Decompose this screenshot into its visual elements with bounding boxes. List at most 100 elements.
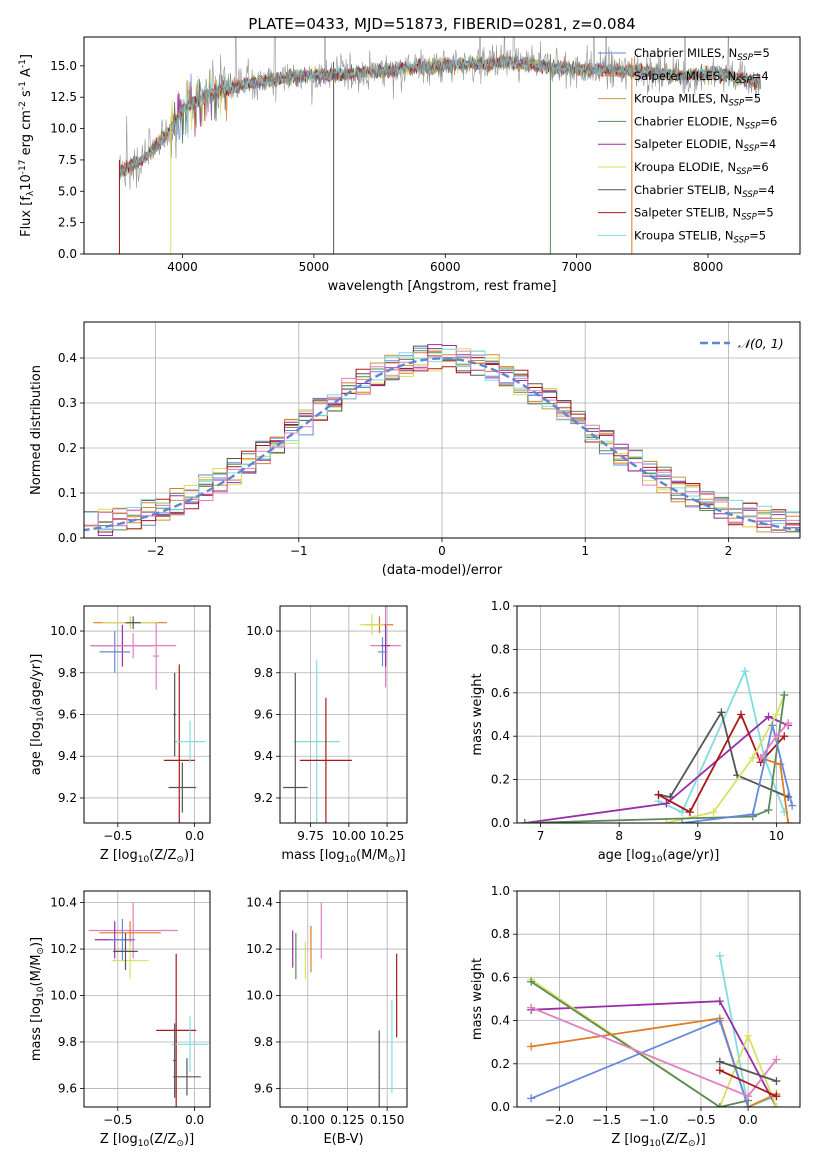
- y-tick-label: 0.0: [58, 531, 77, 545]
- x-tick-label: −1: [290, 544, 308, 558]
- mass-weight-marker: [776, 760, 785, 769]
- mass-weight-marker: [709, 808, 718, 817]
- plot-area: [84, 344, 800, 537]
- y-tick-label: 10.4: [50, 896, 77, 910]
- mass-weight-marker: [715, 1016, 724, 1025]
- mass-weight-marker: [715, 1066, 724, 1075]
- y-tick-label: 9.2: [58, 791, 77, 805]
- legend-sub: SSP: [744, 144, 760, 154]
- label-script: 10: [36, 986, 46, 998]
- y-tick-label: 7.5: [58, 153, 77, 167]
- label-text: (age/yr)]: [662, 848, 719, 863]
- label-text: (Z/Z: [149, 1132, 176, 1147]
- x-tick-label: 0.150: [370, 1113, 404, 1127]
- x-axis-label: Z [log10​(Z/Z⊙​)]: [100, 1132, 194, 1149]
- label-text: Z [log: [611, 1132, 649, 1147]
- mass-weight-line: [658, 668, 786, 814]
- y-tick-label: 10.2: [246, 942, 273, 956]
- mass-weight-marker: [662, 799, 671, 808]
- legend-suffix: =5: [753, 46, 770, 60]
- legend-text: Kroupa MILES, N: [634, 92, 729, 106]
- mass-weight-marker: [772, 710, 781, 719]
- label-text: (M/M: [29, 955, 44, 987]
- x-tick-label: 10.25: [370, 829, 404, 843]
- y-tick-label: 0.2: [58, 441, 77, 455]
- y-tick-label: 9.8: [58, 1035, 77, 1049]
- label-text: erg cm: [19, 110, 34, 159]
- label-text: (data-model)/error: [382, 563, 503, 578]
- x-tick-label: −1.5: [592, 1113, 621, 1127]
- label-script: 10: [345, 855, 357, 865]
- label-text: (Z/Z: [149, 848, 176, 863]
- x-tick-label: −2.0: [545, 1113, 574, 1127]
- mass-weight-marker: [678, 808, 687, 817]
- y-tick-label: 0.4: [58, 351, 77, 365]
- mass-weight-marker: [780, 690, 789, 699]
- legend-text: Chabrier STELIB, N: [634, 183, 742, 197]
- axes-frame: [516, 605, 801, 824]
- legend-text: Salpeter STELIB, N: [634, 206, 741, 220]
- age-vs-metallicity-panel: −0.5 0.0 9.2 9.4 9.6 9.8 10.0 Z [log10​(Z/Z⊙​)]…: [29, 605, 211, 865]
- label-script: λ: [26, 190, 36, 196]
- plot-area: [292, 902, 398, 1107]
- mass-weight-marker: [717, 708, 726, 717]
- label-text: wavelength [Angstrom, rest frame]: [328, 279, 557, 294]
- legend-sub: SSP: [729, 99, 745, 109]
- label-script: ⊙: [176, 1139, 184, 1149]
- mass-weight-marker: [744, 1092, 753, 1101]
- y-tick-label: 12.5: [50, 90, 77, 104]
- axes-frame: [83, 890, 211, 1108]
- y-tick-label: 0.1: [58, 486, 77, 500]
- plot-area: [118, 37, 761, 254]
- label-text: s: [19, 90, 34, 101]
- label-text: mass weight: [470, 958, 485, 1040]
- mass-weight-marker: [527, 1042, 536, 1051]
- normal-curve: [84, 357, 800, 532]
- x-tick-label: −0.5: [686, 1113, 715, 1127]
- label-script: 10: [36, 710, 46, 722]
- y-tick-label: 10.0: [50, 122, 77, 136]
- legend-label: Salpeter STELIB, NSSP=5: [634, 206, 774, 223]
- legend-sub: SSP: [736, 167, 752, 177]
- legend-label: Salpeter MILES, NSSP=4: [634, 69, 769, 86]
- mass-weight-marker: [715, 951, 724, 960]
- y-tick-label: 0.0: [491, 1100, 510, 1114]
- plot-area: [283, 606, 401, 823]
- observed-spectrum-line: [119, 37, 761, 190]
- y-tick-label: 10.0: [50, 989, 77, 1003]
- plot-area: [88, 902, 209, 1107]
- label-text: )]: [184, 1132, 194, 1147]
- age-vs-mass-panel: 9.75 10.00 10.25 9.2 9.4 9.6 9.8 10.0 mass [log1…: [246, 605, 408, 865]
- chart-title: PLATE=0433, MJD=51873, FIBERID=0281, z=0…: [248, 15, 635, 33]
- y-tick-label: 0.0: [491, 816, 510, 830]
- y-axis-label: mass weight: [470, 673, 485, 755]
- y-tick-label: 10.0: [246, 624, 273, 638]
- label-script: ⊙: [688, 1139, 696, 1149]
- label-text: )]: [29, 937, 44, 947]
- legend-text: Salpeter MILES, N: [634, 69, 736, 83]
- mass-weight-marker: [748, 753, 757, 762]
- histogram-step: [84, 357, 800, 533]
- label-text: (M/M: [356, 848, 388, 863]
- x-tick-label: 10: [769, 829, 784, 843]
- label-text: )]: [696, 1132, 706, 1147]
- y-tick-label: 9.6: [58, 708, 77, 722]
- y-tick-label: 1.0: [491, 599, 510, 613]
- legend-sub: SSP: [734, 235, 750, 245]
- massweight-vs-age-panel: 7 8 9 10 0.0 0.2 0.4 0.6 0.8 1.0 age [log10​(age/y…: [470, 599, 801, 865]
- mass-weight-marker: [654, 790, 663, 799]
- x-axis-label: Z [log10​(Z/Z⊙​)]: [100, 848, 194, 865]
- x-tick-label: 6000: [430, 260, 461, 274]
- x-tick-label: 7000: [561, 260, 592, 274]
- y-tick-label: 10.4: [246, 896, 273, 910]
- y-tick-label: 10.2: [50, 942, 77, 956]
- label-script: ⊙: [176, 855, 184, 865]
- x-tick-label: 0.125: [330, 1113, 364, 1127]
- legend-suffix: =5: [749, 228, 766, 242]
- label-text: E(B-V): [323, 1132, 363, 1147]
- x-tick-label: 7: [537, 829, 545, 843]
- mass-weight-marker: [748, 810, 757, 819]
- massweight-vs-metallicity-panel: −2.0 −1.5 −1.0 −0.5 0.0 0.0 0.2 0.4 0.6 0.8 1.0 Z […: [470, 884, 801, 1149]
- legend-text: Salpeter ELODIE, N: [634, 137, 744, 151]
- legend-label: Kroupa MILES, NSSP=5: [634, 92, 761, 109]
